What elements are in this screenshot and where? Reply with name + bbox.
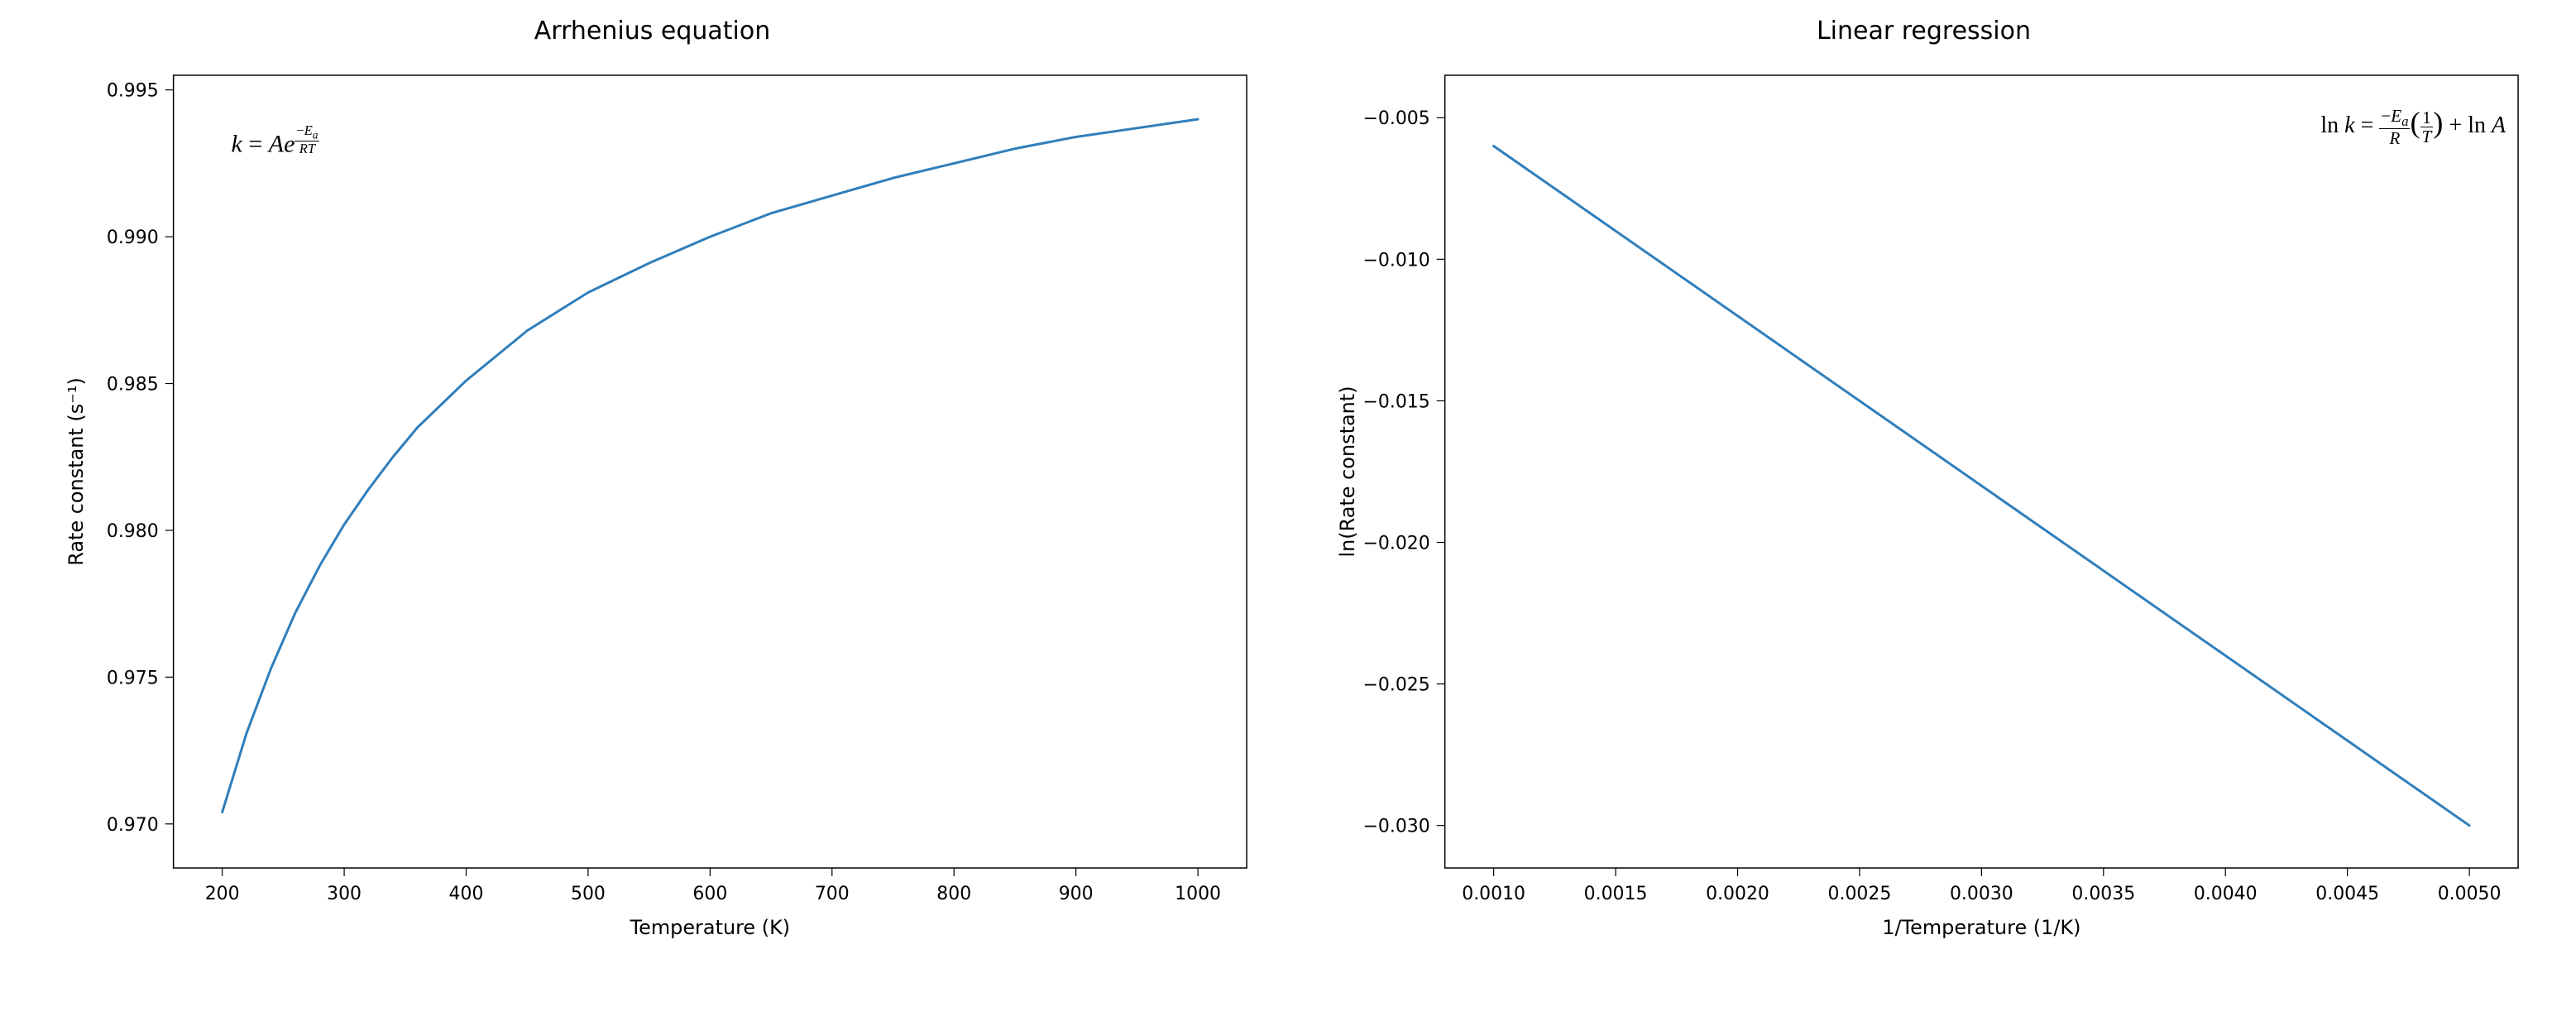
title-right: Linear regression — [1817, 17, 2031, 46]
svg-text:0.985: 0.985 — [107, 375, 159, 396]
svg-text:0.0050: 0.0050 — [2438, 884, 2502, 904]
svg-text:0.0020: 0.0020 — [1706, 884, 1769, 904]
svg-text:Temperature (K): Temperature (K) — [630, 916, 791, 939]
svg-text:0.995: 0.995 — [107, 81, 159, 102]
title-left: Arrhenius equation — [534, 17, 771, 46]
svg-text:0.0025: 0.0025 — [1828, 884, 1892, 904]
svg-text:700: 700 — [815, 884, 850, 904]
svg-text:0.990: 0.990 — [107, 228, 159, 248]
svg-text:800: 800 — [936, 884, 971, 904]
svg-text:0.0045: 0.0045 — [2315, 884, 2379, 904]
svg-text:400: 400 — [449, 884, 484, 904]
panel-linear: Linear regression 0.00100.00150.00200.00… — [1305, 17, 2543, 959]
svg-text:−0.010: −0.010 — [1363, 250, 1430, 271]
svg-text:200: 200 — [205, 884, 240, 904]
svg-text:0.975: 0.975 — [107, 668, 159, 688]
svg-text:600: 600 — [692, 884, 727, 904]
svg-text:−0.015: −0.015 — [1363, 391, 1430, 412]
svg-text:0.970: 0.970 — [107, 815, 159, 836]
svg-text:0.0035: 0.0035 — [2071, 884, 2135, 904]
figure: Arrhenius equation 200 300 400 500 600 700 800… — [0, 0, 2576, 984]
svg-text:ln(Rate constant): ln(Rate constant) — [1336, 386, 1359, 557]
svg-text:900: 900 — [1059, 884, 1094, 904]
plot-right: 0.0010 0.0015 0.0020 0.0025 0.0030 0.0035 0.00… — [1305, 50, 2543, 959]
svg-text:−0.005: −0.005 — [1363, 108, 1430, 129]
svg-text:500: 500 — [571, 884, 606, 904]
svg-text:1/Temperature (1/K): 1/Temperature (1/K) — [1882, 916, 2080, 939]
svg-text:−0.030: −0.030 — [1363, 817, 1430, 837]
svg-text:−0.025: −0.025 — [1363, 675, 1430, 696]
plot-wrap-right: 0.0010 0.0015 0.0020 0.0025 0.0030 0.0035 0.00… — [1305, 50, 2543, 959]
plot-wrap-left: 200 300 400 500 600 700 800 900 1000 0.970 0.975 0.… — [33, 50, 1271, 959]
svg-text:1000: 1000 — [1175, 884, 1221, 904]
svg-text:0.0010: 0.0010 — [1462, 884, 1525, 904]
panel-arrhenius: Arrhenius equation 200 300 400 500 600 700 800… — [33, 17, 1271, 959]
svg-text:0.0040: 0.0040 — [2194, 884, 2258, 904]
svg-text:−0.020: −0.020 — [1363, 534, 1430, 554]
equation-arrhenius: k = Ae−EaRT — [232, 123, 320, 159]
svg-text:300: 300 — [327, 884, 362, 904]
svg-text:0.0015: 0.0015 — [1584, 884, 1648, 904]
equation-linear: ln k = −EaR(1T) + ln A — [2320, 105, 2506, 148]
svg-text:0.980: 0.980 — [107, 521, 159, 542]
svg-text:0.0030: 0.0030 — [1950, 884, 2013, 904]
plot-left: 200 300 400 500 600 700 800 900 1000 0.970 0.975 0.… — [33, 50, 1271, 959]
svg-text:Rate constant (s⁻¹): Rate constant (s⁻¹) — [65, 377, 88, 566]
